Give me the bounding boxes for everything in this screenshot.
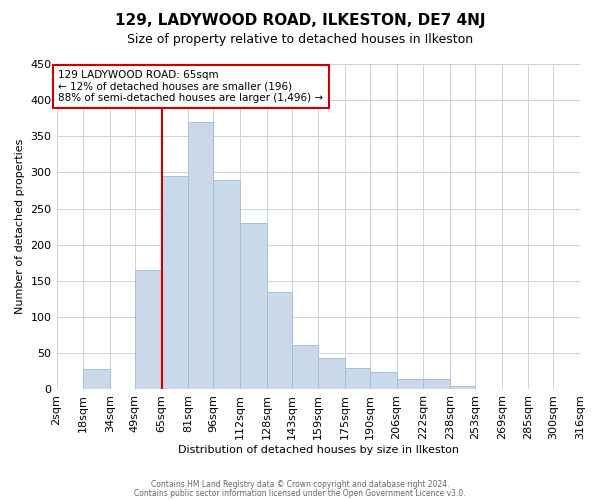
Bar (345, 368, 370, 390)
Y-axis label: Number of detached properties: Number of detached properties (15, 139, 25, 314)
Bar (83, 369, 110, 390)
Bar (397, 378, 423, 390)
Bar (240, 223, 266, 390)
Text: Size of property relative to detached houses in Ilkeston: Size of property relative to detached ho… (127, 32, 473, 46)
Bar (266, 292, 292, 390)
X-axis label: Distribution of detached houses by size in Ilkeston: Distribution of detached houses by size … (178, 445, 459, 455)
Bar (292, 344, 318, 390)
Bar (161, 176, 188, 390)
Bar (318, 358, 345, 390)
Bar (135, 270, 161, 390)
Text: 129, LADYWOOD ROAD, ILKESTON, DE7 4NJ: 129, LADYWOOD ROAD, ILKESTON, DE7 4NJ (115, 12, 485, 28)
Text: 129 LADYWOOD ROAD: 65sqm
← 12% of detached houses are smaller (196)
88% of semi-: 129 LADYWOOD ROAD: 65sqm ← 12% of detach… (58, 70, 323, 103)
Bar (213, 180, 240, 390)
Bar (188, 122, 213, 390)
Bar (370, 372, 397, 390)
Text: Contains HM Land Registry data © Crown copyright and database right 2024.: Contains HM Land Registry data © Crown c… (151, 480, 449, 489)
Bar (423, 378, 450, 390)
Text: Contains public sector information licensed under the Open Government Licence v3: Contains public sector information licen… (134, 488, 466, 498)
Bar (450, 386, 475, 390)
